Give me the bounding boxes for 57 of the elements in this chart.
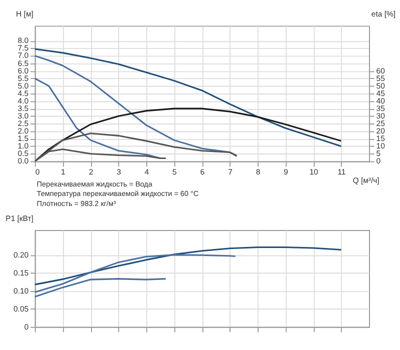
x-tick-label: 3 xyxy=(116,167,122,176)
x-tick-label: 7 xyxy=(228,167,232,176)
y-tick-label: 8.0 xyxy=(18,36,29,46)
y-tick-label: 3.0 xyxy=(18,112,29,121)
y-tick-label: 1.5 xyxy=(18,134,29,144)
y-tick-label: 6.0 xyxy=(18,66,29,76)
y-tick-label: 4.0 xyxy=(18,96,29,106)
y-tick-label: 0.15 xyxy=(14,268,29,278)
y-tick-label: 0.5 xyxy=(18,149,29,158)
y-tick-label: 0.05 xyxy=(14,304,29,314)
y-tick-label: 5.0 xyxy=(18,81,29,90)
line-series xyxy=(34,278,167,298)
y2-tick-label: 5 xyxy=(376,149,381,158)
x-tick-label: 6 xyxy=(200,167,205,176)
x-tick-label: 9 xyxy=(284,167,288,176)
y2-tick-label: 35 xyxy=(376,104,385,113)
x-tick-label: 4 xyxy=(144,167,150,176)
line-series xyxy=(34,254,236,293)
y-tick-label: 4.5 xyxy=(18,88,29,98)
y-tick-label: 5.5 xyxy=(18,74,29,83)
x-tick-label: 5 xyxy=(172,167,177,176)
y-tick-label: 2.5 xyxy=(18,119,29,128)
y-tick-label: 7.5 xyxy=(18,44,29,53)
y-tick-label: 0.10 xyxy=(14,286,29,296)
y-tick-label: 0.0 xyxy=(18,156,29,166)
y2-axis-title: eta [%] xyxy=(371,9,396,18)
y-tick-label: 6.5 xyxy=(18,58,29,68)
y-tick-label: 3.5 xyxy=(18,104,29,113)
line-series xyxy=(34,48,342,147)
y-axis-title: H [м] xyxy=(16,9,34,18)
y-tick-label: 0.20 xyxy=(14,250,29,260)
x-tick-label: 8 xyxy=(256,167,260,176)
x-axis-title: Q [м³/ч] xyxy=(352,176,380,186)
x-tick-label: 2 xyxy=(88,167,94,176)
y-tick-label: 0 xyxy=(24,322,29,332)
x-tick-label: 10 xyxy=(309,167,318,176)
y2-tick-label: 0 xyxy=(376,156,381,166)
y2-tick-label: 20 xyxy=(376,126,385,136)
x-tick-label: 1 xyxy=(61,167,66,176)
y2-tick-label: 10 xyxy=(376,142,385,151)
y-tick-label: 2.0 xyxy=(18,126,29,136)
y2-tick-label: 50 xyxy=(376,81,385,90)
y-axis-title: P1 [кВт] xyxy=(6,214,34,223)
y2-tick-label: 60 xyxy=(376,66,385,76)
x-tick-label: 0 xyxy=(35,167,40,176)
y-tick-label: 7.0 xyxy=(18,51,29,60)
y-tick-label: 1.0 xyxy=(18,142,29,151)
x-tick-label: 11 xyxy=(338,167,346,176)
y2-tick-label: 30 xyxy=(376,112,385,121)
y2-tick-label: 15 xyxy=(376,134,385,144)
line-series xyxy=(34,246,342,286)
y2-tick-label: 55 xyxy=(376,74,385,83)
y2-tick-label: 25 xyxy=(376,119,385,128)
line-series xyxy=(34,108,342,162)
line-series xyxy=(34,55,238,156)
y2-tick-label: 45 xyxy=(376,88,385,98)
y2-tick-label: 40 xyxy=(376,96,385,106)
